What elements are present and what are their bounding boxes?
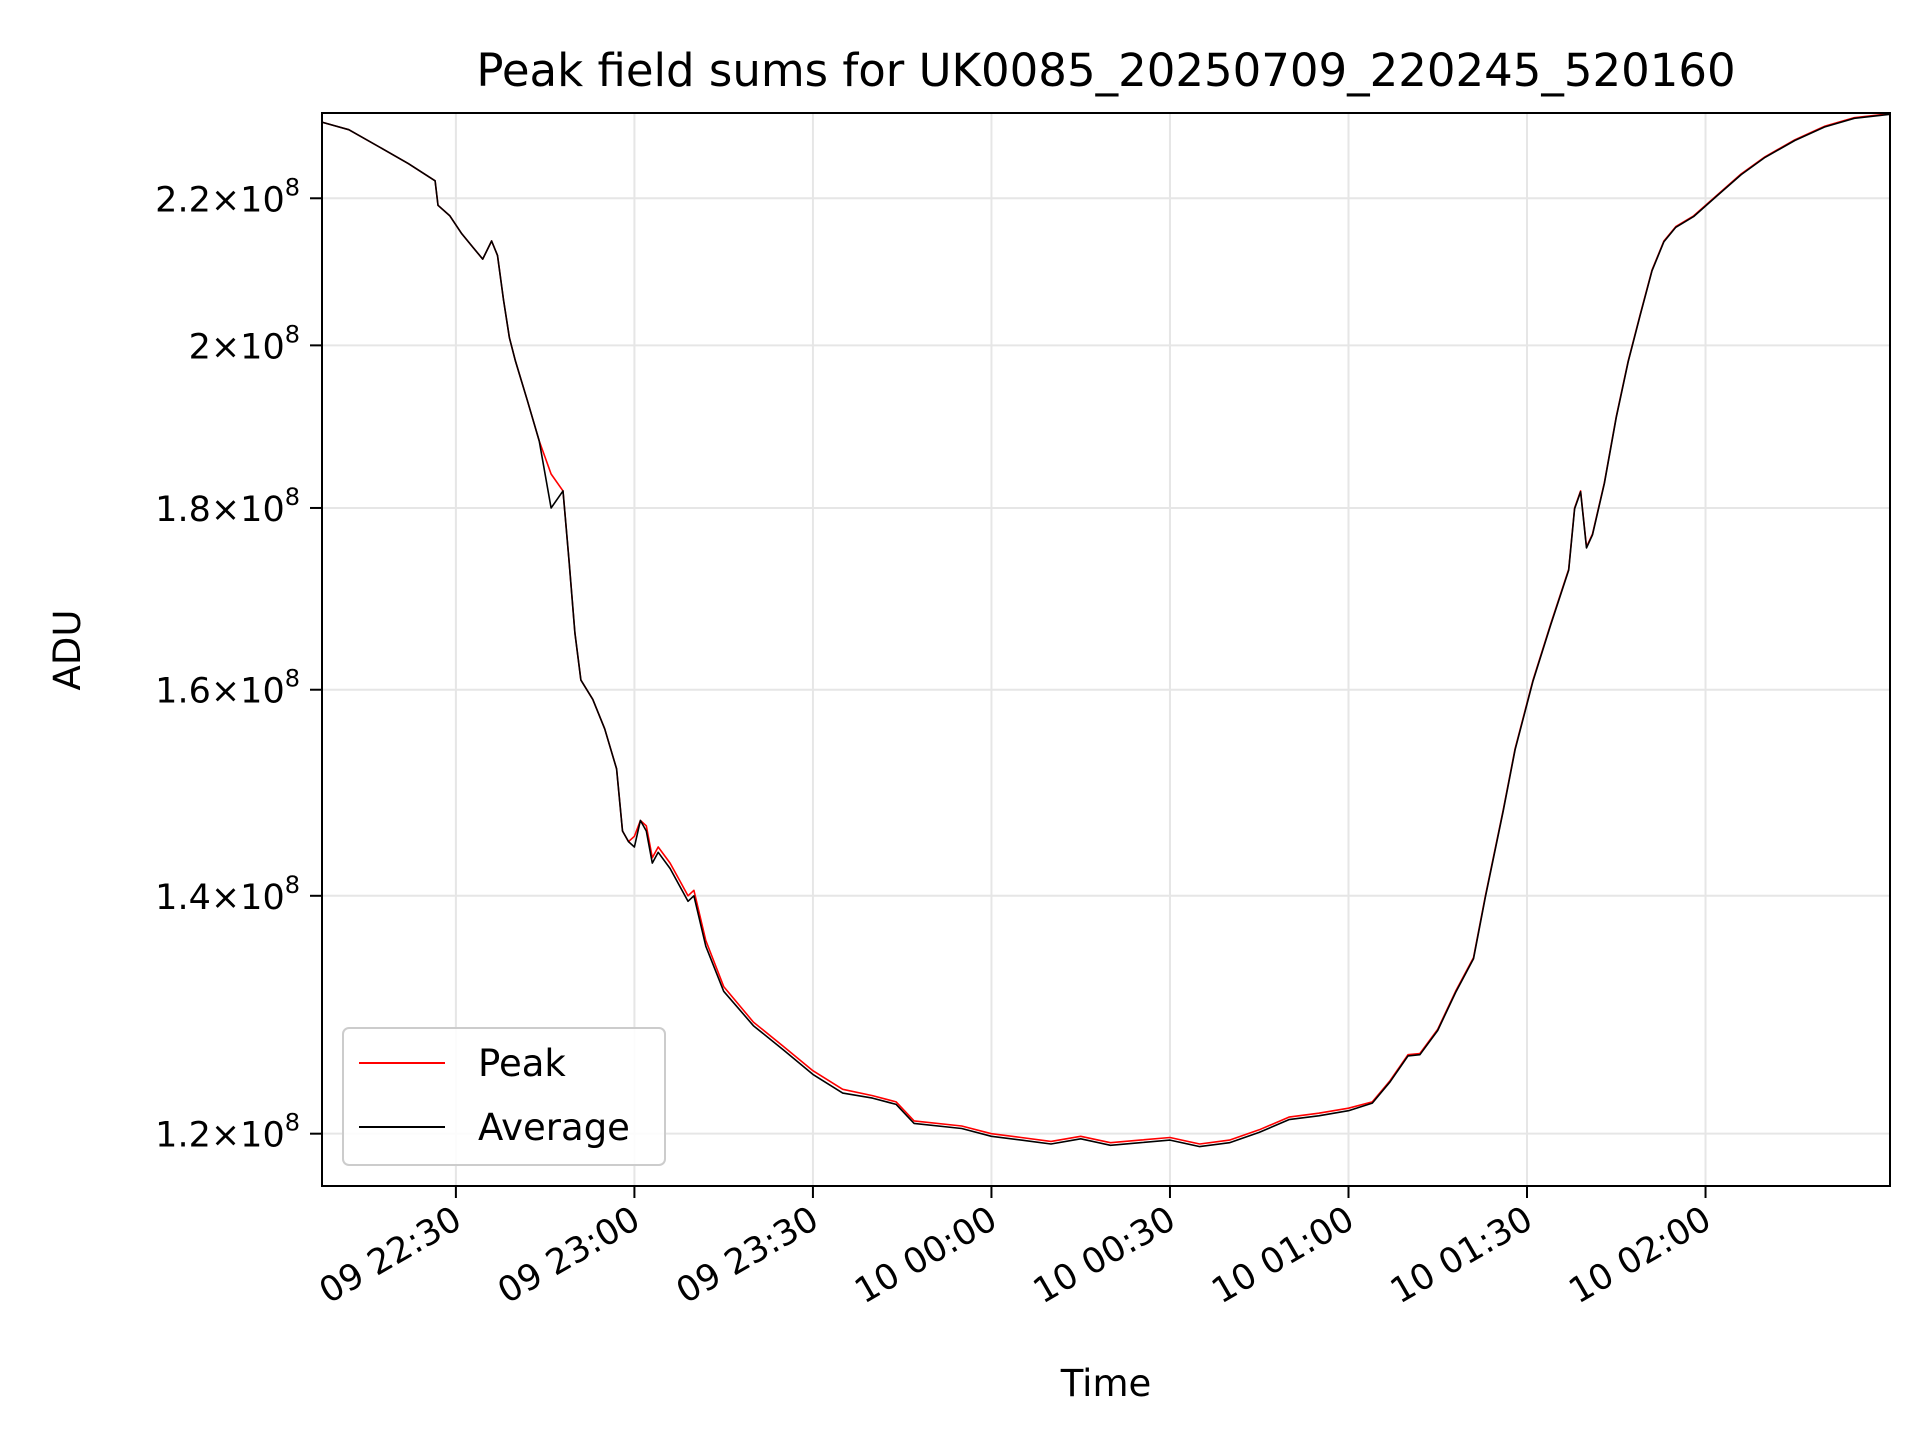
- y-axis-label: ADU: [46, 610, 89, 691]
- y-tick-mantissa: 1.8: [155, 490, 211, 530]
- y-tick-base: 10: [240, 1116, 285, 1156]
- series-layer: [322, 113, 1890, 1148]
- y-tick-times: ×: [211, 490, 240, 530]
- y-tick-label: 1.2×108: [155, 1109, 300, 1156]
- y-tick-base: 10: [240, 327, 285, 367]
- y-tick-base: 10: [240, 878, 285, 918]
- y-tick-label: 1.8×108: [155, 483, 300, 530]
- y-tick-label: 2.2×108: [155, 173, 300, 220]
- y-tick-label: 2×108: [189, 320, 300, 367]
- y-tick-times: ×: [211, 672, 240, 712]
- y-tick-exponent: 8: [285, 483, 300, 511]
- y-tick-times: ×: [211, 878, 240, 918]
- y-tick-mantissa: 1.6: [155, 672, 211, 712]
- series-line-average: [322, 113, 1890, 1148]
- x-axis-label: Time: [1060, 1362, 1152, 1405]
- y-tick-exponent: 8: [285, 320, 300, 348]
- y-tick-mantissa: 2.2: [155, 180, 211, 220]
- y-tick-exponent: 8: [285, 1109, 300, 1137]
- legend-label-peak: Peak: [478, 1042, 566, 1085]
- y-tick-exponent: 8: [285, 871, 300, 899]
- chart-title: Peak field sums for UK0085_20250709_2202…: [476, 44, 1735, 97]
- legend: Peak Average: [342, 1027, 666, 1166]
- y-tick-exponent: 8: [285, 665, 300, 693]
- y-tick-label: 1.6×108: [155, 665, 300, 712]
- legend-label-average: Average: [478, 1106, 630, 1149]
- y-tick-times: ×: [211, 327, 240, 367]
- y-tick-times: ×: [211, 180, 240, 220]
- plot-frame: [321, 112, 1891, 1187]
- y-tick-times: ×: [211, 1116, 240, 1156]
- y-tick-mantissa: 1.4: [155, 878, 211, 918]
- y-tick-mantissa: 2: [189, 327, 211, 367]
- y-tick-exponent: 8: [285, 173, 300, 201]
- y-tick-label: 1.4×108: [155, 871, 300, 918]
- y-tick-base: 10: [240, 180, 285, 220]
- y-tick-base: 10: [240, 490, 285, 530]
- y-tick-base: 10: [240, 672, 285, 712]
- y-tick-mantissa: 1.2: [155, 1116, 211, 1156]
